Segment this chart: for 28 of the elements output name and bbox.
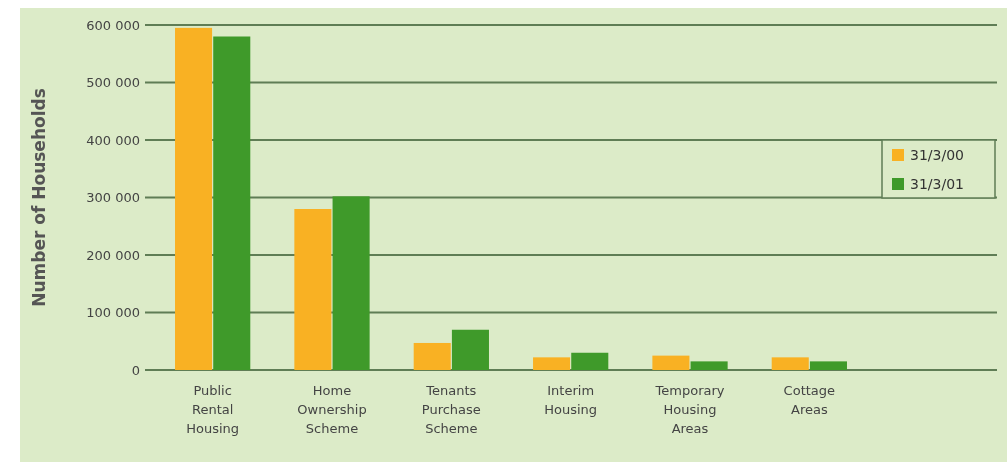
y-tick-label: 500 000 <box>86 75 140 91</box>
x-tick-label: Temporary Housing Areas <box>654 383 725 436</box>
bar <box>809 361 847 370</box>
x-tick-label: Tenants Purchase Scheme <box>421 383 481 436</box>
bar <box>571 352 609 370</box>
bar <box>690 361 728 370</box>
y-tick-label: 100 000 <box>86 305 140 321</box>
y-tick-label: 300 000 <box>86 190 140 206</box>
x-tick-label: Public Rental Housing <box>186 383 240 436</box>
x-tick-label: Home Ownership Scheme <box>297 383 367 436</box>
y-tick-label: 600 000 <box>86 17 140 33</box>
bar <box>533 357 571 370</box>
x-tick-label: Cottage Areas <box>783 383 836 417</box>
bar <box>332 196 370 370</box>
y-tick-label: 200 000 <box>86 247 140 263</box>
y-axis-title: Number of Households <box>29 88 49 307</box>
x-tick-label: Interim Housing <box>544 383 598 417</box>
bar <box>175 27 213 370</box>
bar <box>771 357 809 370</box>
bar <box>294 209 332 370</box>
legend-label: 31/3/01 <box>910 175 964 192</box>
bar <box>413 342 451 370</box>
legend-label: 31/3/00 <box>910 146 964 163</box>
bar <box>451 329 489 370</box>
y-tick-label: 0 <box>131 362 140 378</box>
bar <box>652 355 690 370</box>
y-tick-label: 400 000 <box>86 132 140 148</box>
bar <box>213 36 251 370</box>
